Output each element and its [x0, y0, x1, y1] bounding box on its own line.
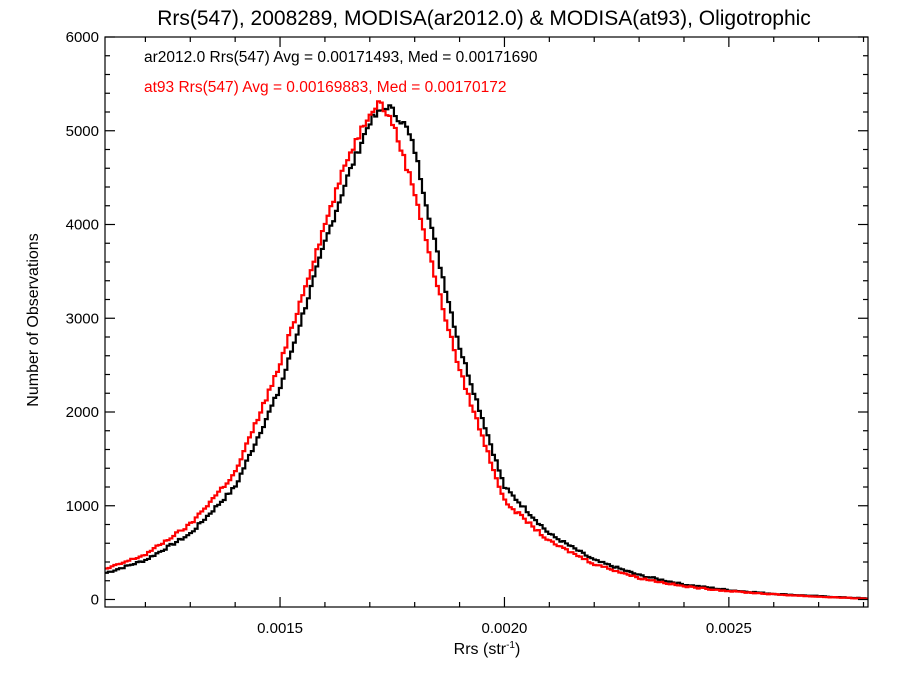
y-axis-label: Number of Observations: [25, 233, 42, 406]
x-tick-label: 0.0025: [706, 620, 752, 637]
x-tick-label: 0.0015: [257, 620, 303, 637]
series-layer: [105, 100, 868, 600]
x-tick-label: 0.0020: [482, 620, 528, 637]
x-axis-label-sup: -1: [506, 640, 515, 651]
series-ar2012.0-histogram: [105, 104, 868, 600]
series-at93-histogram: [105, 100, 868, 600]
legend-entry-at93: at93 Rrs(547) Avg = 0.00169883, Med = 0.…: [144, 79, 507, 96]
legend-entry-ar2012: ar2012.0 Rrs(547) Avg = 0.00171493, Med …: [144, 49, 538, 66]
x-axis-label-close: ): [515, 641, 520, 658]
chart-title: Rrs(547), 2008289, MODISA(ar2012.0) & MO…: [157, 7, 811, 30]
x-axis-label: Rrs (str-1): [454, 640, 521, 658]
y-tick-label: 1000: [66, 498, 99, 515]
y-tick-label: 2000: [66, 404, 99, 421]
plot-frame: [104, 36, 869, 608]
y-tick-label: 0: [91, 592, 99, 609]
y-tick-label: 5000: [66, 123, 99, 140]
x-axis-label-main: Rrs (str: [454, 641, 507, 658]
y-tick-label: 4000: [66, 217, 99, 234]
ticks-layer: 0.0015 0.0020 0.0025 0 1000 2000 3000 4000 5000 6…: [66, 29, 868, 637]
y-tick-label: 6000: [66, 29, 99, 46]
y-tick-label: 3000: [66, 310, 99, 327]
